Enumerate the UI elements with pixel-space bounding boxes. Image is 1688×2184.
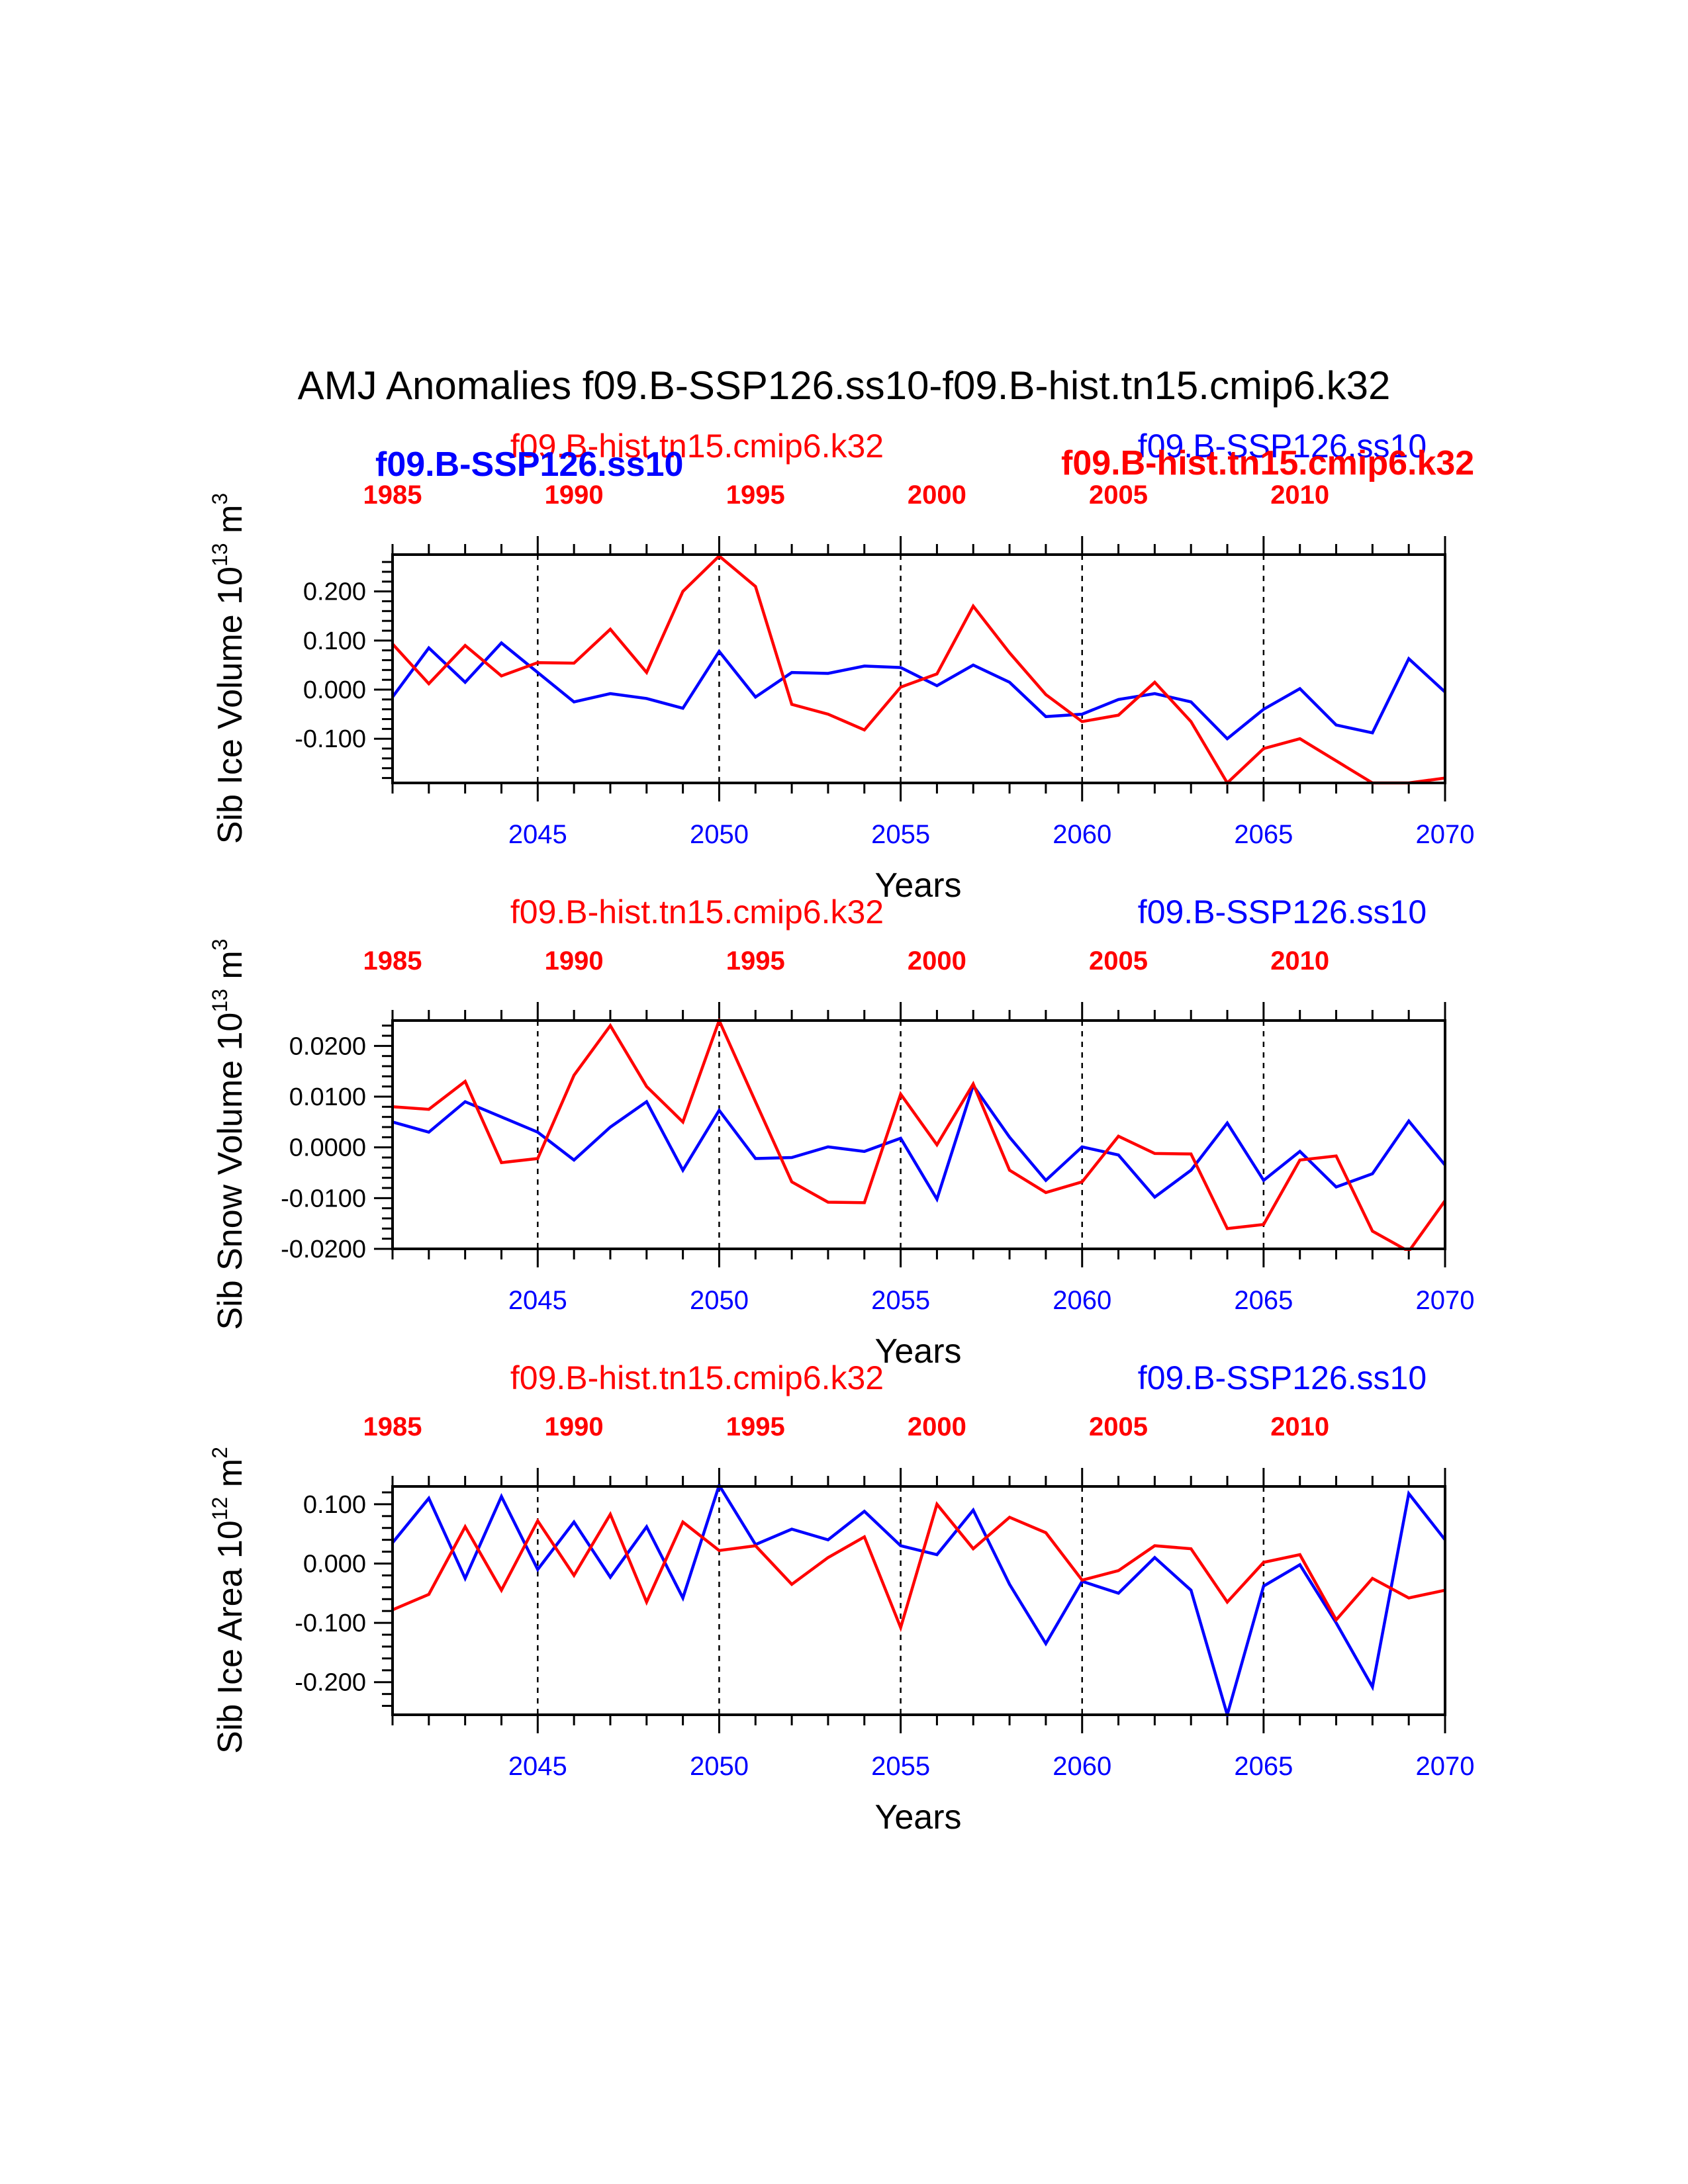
panel-1: 0.200 0.100 0.000 -0.100 2045 2050 2055 2060 206…: [208, 428, 1474, 905]
y-tick-label: -0.100: [295, 725, 366, 753]
y-axis-label: Sib Ice Area 1012 m2: [208, 1447, 250, 1754]
x-tick-label: 2065: [1234, 820, 1293, 849]
top-x-tick-label: 2010: [1270, 946, 1329, 976]
plot-frame: [391, 1485, 1446, 1716]
x-tick-label: 2050: [690, 820, 749, 849]
x-tick-label: 2060: [1053, 1286, 1111, 1315]
legend-hist: f09.B-hist.tn15.cmip6.k32: [510, 428, 884, 465]
legend-hist: f09.B-hist.tn15.cmip6.k32: [510, 1359, 884, 1396]
x-tick-label: 2055: [871, 1752, 930, 1781]
x-tick-label: 2045: [508, 1286, 567, 1315]
top-x-tick-label: 2005: [1089, 946, 1148, 976]
top-x-tick-label: 1990: [545, 480, 604, 510]
series-line-hist: [393, 1019, 1445, 1251]
top-x-tick-label: 2005: [1089, 1412, 1148, 1441]
top-x-tick-label: 2010: [1270, 1412, 1329, 1441]
top-x-tick-label: 1995: [726, 480, 785, 510]
x-tick-label: 2055: [871, 820, 930, 849]
top-x-tick-label: 1990: [545, 1412, 604, 1441]
top-x-tick-label: 2000: [908, 1412, 966, 1441]
y-axis-label: Sib Snow Volume 1013 m3: [208, 938, 250, 1330]
x-axis-label: Years: [874, 1798, 961, 1837]
x-tick-label: 2070: [1416, 1752, 1475, 1781]
y-tick-label: 0.000: [303, 676, 366, 704]
plot-frame: [391, 553, 1446, 784]
y-tick-label: 0.0000: [289, 1134, 366, 1162]
panel-2: 0.0200 0.0100 0.0000 -0.0100 -0.0200 2045 2050…: [208, 893, 1474, 1371]
top-x-tick-label: 1985: [363, 1412, 422, 1441]
legend-ssp: f09.B-SSP126.ss10: [1138, 893, 1427, 931]
x-tick-label: 2070: [1416, 1286, 1475, 1315]
x-tick-label: 2045: [508, 1752, 567, 1781]
top-x-tick-label: 2000: [908, 946, 966, 976]
bold-label-ssp: f09.B-SSP126.ss10: [375, 445, 683, 484]
top-x-tick-label: 2005: [1089, 480, 1148, 510]
x-tick-label: 2060: [1053, 1752, 1111, 1781]
y-tick-label: 0.0200: [289, 1032, 366, 1060]
top-x-tick-label: 1985: [363, 946, 422, 976]
y-tick-label: -0.100: [295, 1610, 366, 1637]
x-tick-label: 2045: [508, 820, 567, 849]
y-tick-label: -0.200: [295, 1669, 366, 1697]
figure-title: AMJ Anomalies f09.B-SSP126.ss10-f09.B-hi…: [298, 363, 1391, 408]
top-x-tick-label: 2000: [908, 480, 966, 510]
x-tick-label: 2070: [1416, 820, 1475, 849]
series-line-ssp: [393, 1484, 1445, 1717]
y-tick-label: 0.200: [303, 578, 366, 606]
y-tick-label: -0.0200: [281, 1236, 366, 1263]
series-line-hist: [393, 1501, 1445, 1633]
legend-ssp: f09.B-SSP126.ss10: [1138, 1359, 1427, 1396]
top-x-tick-label: 1990: [545, 946, 604, 976]
panels-group: 0.200 0.100 0.000 -0.100 2045 2050 2055 2060 206…: [208, 428, 1474, 1837]
x-tick-label: 2055: [871, 1286, 930, 1315]
x-tick-label: 2065: [1234, 1752, 1293, 1781]
plot-frame: [391, 1019, 1446, 1250]
x-tick-label: 2050: [690, 1752, 749, 1781]
series-line-ssp: [393, 641, 1445, 741]
top-x-tick-label: 2010: [1270, 480, 1329, 510]
top-x-tick-label: 1995: [726, 946, 785, 976]
y-tick-label: 0.0100: [289, 1083, 366, 1111]
legend-ssp: f09.B-SSP126.ss10: [1138, 428, 1427, 465]
bold-label-hist: f09.B-hist.tn15.cmip6.k32: [1061, 444, 1474, 482]
y-tick-label: 0.100: [303, 1491, 366, 1519]
top-x-tick-label: 1995: [726, 1412, 785, 1441]
y-tick-label: 0.100: [303, 627, 366, 655]
x-tick-label: 2060: [1053, 820, 1111, 849]
x-axis-label: Years: [874, 1332, 961, 1371]
x-axis-label: Years: [874, 866, 961, 905]
panel-3: 0.100 0.000 -0.100 -0.200 2045 2050 2055 2060 20…: [208, 1359, 1474, 1837]
series-line-hist: [393, 554, 1445, 785]
series-line-ssp: [393, 1082, 1445, 1203]
x-tick-label: 2065: [1234, 1286, 1293, 1315]
legend-hist: f09.B-hist.tn15.cmip6.k32: [510, 893, 884, 931]
y-tick-label: -0.0100: [281, 1185, 366, 1212]
top-x-tick-label: 1985: [363, 480, 422, 510]
x-tick-label: 2050: [690, 1286, 749, 1315]
y-axis-label: Sib Ice Volume 1013 m3: [208, 493, 250, 844]
y-tick-label: 0.000: [303, 1550, 366, 1578]
